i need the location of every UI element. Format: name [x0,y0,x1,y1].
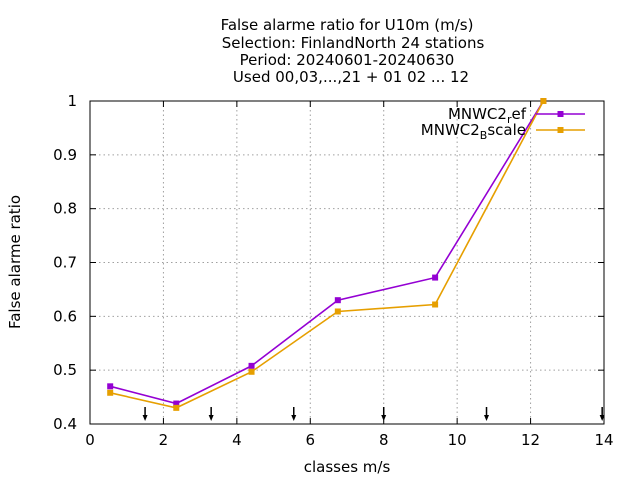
series [107,98,547,411]
x-tick-label: 2 [159,431,169,449]
series-1-point [432,274,439,281]
title-line-3: Period: 20240601-20240630 [240,51,455,69]
class-boundary-arrow-head [208,415,214,421]
title-line-2: Selection: FinlandNorth 24 stations [222,34,485,52]
y-tick-label: 0.9 [53,146,77,164]
series-2-point [248,368,255,375]
grid [90,101,604,424]
series-2-point [107,389,114,396]
title-line-4: Used 00,03,...,21 + 01 02 ... 12 [233,68,469,86]
legend-label-1: MNWC2ref [448,105,527,126]
series-2-point [334,308,341,315]
series-line-1 [109,100,545,405]
x-tick-label: 4 [232,431,242,449]
y-tick-label: 0.8 [53,200,77,218]
x-tick-label: 10 [448,431,467,449]
x-axis-label: classes m/s [304,458,391,476]
x-tick-label: 14 [594,431,613,449]
x-tick-label: 8 [379,431,389,449]
x-tick-label: 12 [521,431,540,449]
legend-swatch-marker-1 [557,111,564,117]
y-tick-label: 0.5 [53,361,77,379]
series-1-point [248,362,255,369]
series-1-point [107,383,114,390]
y-tick-label: 0.7 [53,254,77,272]
x-tick-label: 0 [85,431,95,449]
class-boundary-arrow-head [291,415,297,421]
axis-ticks: 0 2 4 6 8 10 12 14 0.4 0.5 0.6 0.7 0.8 0.9 1 [53,92,613,449]
series-2-point [540,98,547,104]
y-axis-label: False alarme ratio [6,195,24,329]
class-boundary-arrow-head [484,415,490,421]
title-line-1: False alarme ratio for U10m (m/s) [221,16,474,34]
chart-title: False alarme ratio for U10m (m/s) Select… [221,16,485,86]
class-boundary-arrow-head [142,415,148,421]
y-tick-label: 0.4 [53,415,77,433]
series-1-point [334,297,341,304]
series-2-point [173,404,180,411]
series-1-point [173,400,180,407]
y-tick-label: 0.6 [53,307,77,325]
series-2-point [432,301,439,308]
y-tick-label: 1 [67,92,77,110]
class-boundary-arrow-head [381,415,387,421]
class-boundary-arrow-head [599,415,605,421]
class-boundary-arrows [142,407,605,421]
series-line-2 [110,100,545,409]
x-tick-label: 6 [306,431,316,449]
legend-swatch-marker-2 [557,127,564,133]
legend-label-2: MNWC2Bscale [421,121,526,142]
